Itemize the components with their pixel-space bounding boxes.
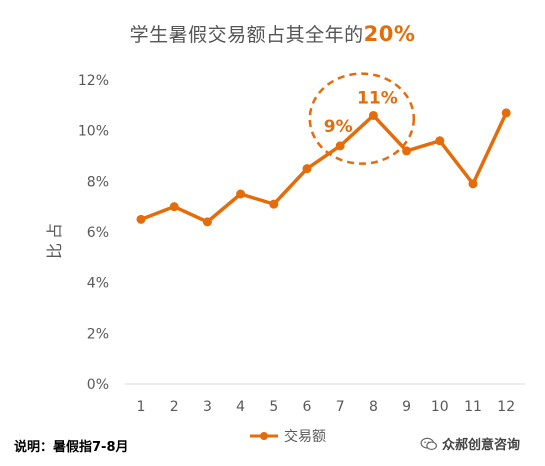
y-axis-label-char: 占 xyxy=(45,223,64,239)
watermark: 众郝创意咨询 xyxy=(420,434,520,453)
y-tick-label: 2% xyxy=(87,326,109,342)
highlight-circle xyxy=(308,72,416,165)
x-tick-label: 3 xyxy=(203,399,212,415)
x-tick-label: 7 xyxy=(336,399,345,415)
y-tick-label: 0% xyxy=(87,377,109,393)
data-point xyxy=(468,179,478,189)
x-tick-label: 12 xyxy=(497,399,515,415)
data-point xyxy=(302,164,312,174)
series-line xyxy=(140,112,508,224)
annotation-label: 9% xyxy=(324,117,353,137)
y-tick-label: 12% xyxy=(78,73,109,89)
y-tick-label: 6% xyxy=(87,225,109,241)
x-tick-label: 11 xyxy=(464,399,482,415)
data-point xyxy=(335,141,345,151)
data-point xyxy=(236,189,246,199)
legend-point-marker xyxy=(260,432,268,440)
y-tick-label: 10% xyxy=(78,124,109,140)
data-point xyxy=(435,136,445,146)
chart-title: 学生暑假交易额占其全年的20% xyxy=(0,20,545,47)
data-point xyxy=(202,217,212,227)
x-tick-label: 10 xyxy=(431,399,449,415)
data-point xyxy=(368,110,378,120)
annotation-label: 11% xyxy=(357,88,398,108)
x-tick-label: 2 xyxy=(170,399,179,415)
y-axis-label-char: 比 xyxy=(45,243,64,259)
data-point xyxy=(169,202,179,212)
data-point xyxy=(501,108,511,118)
x-tick-label: 6 xyxy=(303,399,312,415)
chart-title-text: 学生暑假交易额占其全年的 xyxy=(129,24,364,46)
data-point xyxy=(402,146,412,156)
x-tick-label: 9 xyxy=(402,399,411,415)
chart-title-highlight: 20% xyxy=(363,22,416,46)
y-tick-label: 8% xyxy=(87,174,109,190)
x-tick-label: 5 xyxy=(269,399,278,415)
wechat-icon xyxy=(420,437,438,450)
legend-label: 交易额 xyxy=(284,428,326,445)
x-tick-label: 8 xyxy=(369,399,378,415)
footnote: 说明：暑假指7-8月 xyxy=(14,440,129,455)
data-point xyxy=(136,214,146,224)
x-tick-label: 4 xyxy=(236,399,245,415)
data-point xyxy=(269,199,279,209)
y-tick-label: 4% xyxy=(87,276,109,292)
watermark-text: 众郝创意咨询 xyxy=(442,438,521,453)
x-tick-label: 1 xyxy=(137,399,146,415)
